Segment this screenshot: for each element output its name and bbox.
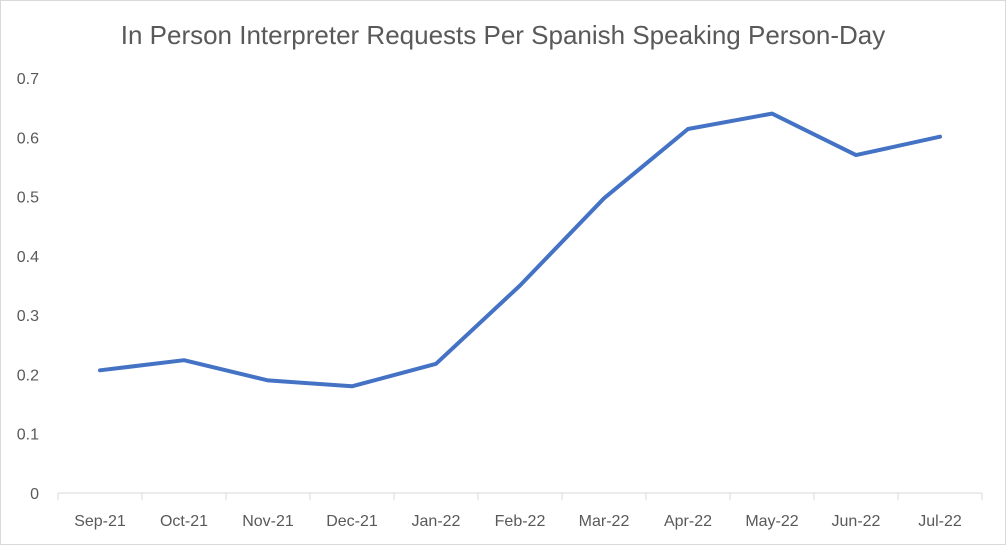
y-tick-label: 0.6 bbox=[17, 130, 39, 147]
x-tick-label: Apr-22 bbox=[664, 513, 712, 530]
x-tick-label: Oct-21 bbox=[160, 513, 208, 530]
y-tick-label: 0.7 bbox=[17, 71, 39, 88]
y-axis-ticks: 0 0.1 0.2 0.3 0.4 0.5 0.6 0.7 bbox=[17, 71, 39, 503]
y-tick-label: 0.2 bbox=[17, 367, 39, 384]
x-tick-label: Nov-21 bbox=[242, 513, 294, 530]
y-tick-label: 0.5 bbox=[17, 190, 39, 207]
x-tick-label: Sep-21 bbox=[74, 513, 126, 530]
y-tick-label: 0.3 bbox=[17, 308, 39, 325]
series-group bbox=[98, 111, 942, 389]
x-axis-ticks: Sep-21 Oct-21 Nov-21 Dec-21 Jan-22 Feb-22 Mar-… bbox=[74, 513, 962, 530]
series-line bbox=[98, 111, 942, 389]
x-tick-label: Jan-22 bbox=[412, 513, 461, 530]
chart-title: In Person Interpreter Requests Per Spani… bbox=[120, 20, 886, 50]
x-tick-label: Mar-22 bbox=[579, 513, 630, 530]
x-tick-label: May-22 bbox=[745, 513, 798, 530]
x-tick-label: Feb-22 bbox=[495, 513, 546, 530]
y-tick-label: 0.4 bbox=[17, 249, 39, 266]
x-axis bbox=[57, 492, 983, 500]
x-tick-label: Dec-21 bbox=[326, 513, 378, 530]
y-tick-label: 0 bbox=[30, 486, 39, 503]
y-tick-label: 0.1 bbox=[17, 427, 39, 444]
x-tick-label: Jun-22 bbox=[832, 513, 881, 530]
x-tick-label: Jul-22 bbox=[918, 513, 962, 530]
